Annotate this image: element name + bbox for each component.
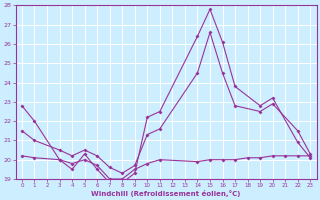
X-axis label: Windchill (Refroidissement éolien,°C): Windchill (Refroidissement éolien,°C) bbox=[92, 190, 241, 197]
